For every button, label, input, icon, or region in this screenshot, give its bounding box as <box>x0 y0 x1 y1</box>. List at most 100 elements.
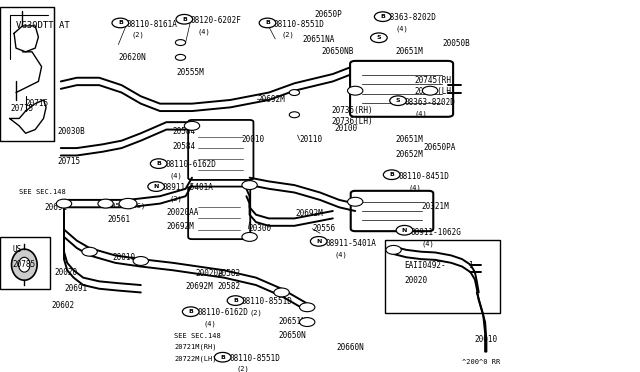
Circle shape <box>176 15 193 24</box>
Text: (2): (2) <box>237 365 250 372</box>
Circle shape <box>289 90 300 96</box>
Text: 08120-6202F: 08120-6202F <box>191 16 241 25</box>
Text: 20692M: 20692M <box>186 282 213 291</box>
Text: 20692M: 20692M <box>257 95 285 104</box>
Text: 20736(LH): 20736(LH) <box>332 117 373 126</box>
Text: B: B <box>188 309 193 314</box>
Text: B: B <box>118 20 123 25</box>
Text: 20620N: 20620N <box>118 53 146 62</box>
FancyBboxPatch shape <box>188 187 250 239</box>
Text: 20300: 20300 <box>248 224 271 233</box>
Circle shape <box>289 112 300 118</box>
Text: 20100: 20100 <box>334 124 357 133</box>
Text: 20050B: 20050B <box>443 39 470 48</box>
Circle shape <box>274 288 289 297</box>
Text: (4): (4) <box>204 321 216 327</box>
Text: EAII0492-: EAII0492- <box>404 261 446 270</box>
Text: 08110-8551D: 08110-8551D <box>242 297 292 306</box>
Circle shape <box>175 39 186 45</box>
FancyBboxPatch shape <box>188 120 253 180</box>
Circle shape <box>98 199 113 208</box>
Text: 20692M: 20692M <box>166 222 194 231</box>
Circle shape <box>374 12 391 22</box>
Text: 20582: 20582 <box>218 282 241 291</box>
Circle shape <box>386 246 401 254</box>
Circle shape <box>214 352 231 362</box>
Text: 20721M(RH): 20721M(RH) <box>174 344 216 350</box>
Text: (2): (2) <box>282 32 294 38</box>
Text: 20691: 20691 <box>45 203 68 212</box>
Text: 20651NA: 20651NA <box>302 35 335 45</box>
Text: 20715: 20715 <box>58 157 81 166</box>
Text: B: B <box>389 172 394 177</box>
Text: 20321M: 20321M <box>421 202 449 211</box>
Text: B: B <box>233 298 238 303</box>
Text: (4): (4) <box>334 251 347 258</box>
Circle shape <box>300 303 315 312</box>
Text: 20020: 20020 <box>54 267 77 277</box>
Text: 20651M: 20651M <box>396 135 423 144</box>
Text: 1: 1 <box>468 261 473 270</box>
Text: 08110-6162D: 08110-6162D <box>165 160 216 169</box>
Circle shape <box>348 86 363 95</box>
Text: 20722M(LH): 20722M(LH) <box>174 355 216 362</box>
Text: 20020A: 20020A <box>195 269 223 278</box>
Text: 20030B: 20030B <box>58 127 85 136</box>
Text: SEE SEC.148: SEE SEC.148 <box>19 189 66 196</box>
Text: (4): (4) <box>415 111 428 117</box>
Text: 08911-5401A: 08911-5401A <box>163 183 213 192</box>
Text: (2): (2) <box>250 310 262 316</box>
Text: 20650NB: 20650NB <box>321 46 354 55</box>
Bar <box>385 240 500 313</box>
Text: 20584: 20584 <box>173 142 196 151</box>
Text: 20745(RH): 20745(RH) <box>415 76 456 85</box>
Circle shape <box>112 18 129 28</box>
Text: 20556: 20556 <box>312 224 335 233</box>
Text: 20010: 20010 <box>475 335 498 344</box>
Text: 20651M: 20651M <box>396 46 423 55</box>
Circle shape <box>148 182 164 191</box>
Text: 20020AA: 20020AA <box>166 208 199 217</box>
Circle shape <box>82 247 97 256</box>
Text: 20746(LH): 20746(LH) <box>415 87 456 96</box>
Text: (4): (4) <box>408 185 421 191</box>
Text: 20560(US): 20560(US) <box>108 202 146 209</box>
FancyBboxPatch shape <box>350 61 453 117</box>
Circle shape <box>300 318 315 327</box>
Text: 20584: 20584 <box>173 127 196 136</box>
Text: 08110-6162D: 08110-6162D <box>197 308 248 317</box>
Text: 20652M: 20652M <box>396 150 423 159</box>
Bar <box>0 237 50 289</box>
Text: SEE SEC.148: SEE SEC.148 <box>174 333 221 339</box>
Circle shape <box>371 33 387 42</box>
Text: 20660N: 20660N <box>336 343 364 352</box>
Circle shape <box>119 198 137 209</box>
Text: N: N <box>402 228 407 233</box>
Text: 20602: 20602 <box>51 301 74 310</box>
Text: 20715: 20715 <box>11 104 34 113</box>
Text: 20650P: 20650P <box>315 10 342 19</box>
FancyBboxPatch shape <box>351 191 433 231</box>
Circle shape <box>133 257 148 265</box>
Text: 20110: 20110 <box>300 135 323 144</box>
Text: VG30DTT AT: VG30DTT AT <box>16 22 70 31</box>
Circle shape <box>390 96 406 106</box>
Ellipse shape <box>19 257 30 272</box>
Text: 20735(RH): 20735(RH) <box>332 106 373 115</box>
Text: 20691: 20691 <box>64 284 87 293</box>
Circle shape <box>182 307 199 317</box>
Circle shape <box>383 170 400 180</box>
Text: 08110-8451D: 08110-8451D <box>398 173 449 182</box>
Text: 08110-8161A: 08110-8161A <box>127 20 177 29</box>
Text: 20785: 20785 <box>13 260 36 269</box>
Text: 20650PA: 20650PA <box>424 143 456 152</box>
Text: (4): (4) <box>170 173 182 179</box>
Text: 20692M: 20692M <box>296 209 323 218</box>
Circle shape <box>396 225 413 235</box>
Circle shape <box>422 86 438 95</box>
Circle shape <box>348 197 363 206</box>
Text: 20010: 20010 <box>112 253 135 262</box>
Circle shape <box>150 159 167 169</box>
Circle shape <box>175 54 186 60</box>
Text: 08363-8202D: 08363-8202D <box>385 13 436 22</box>
